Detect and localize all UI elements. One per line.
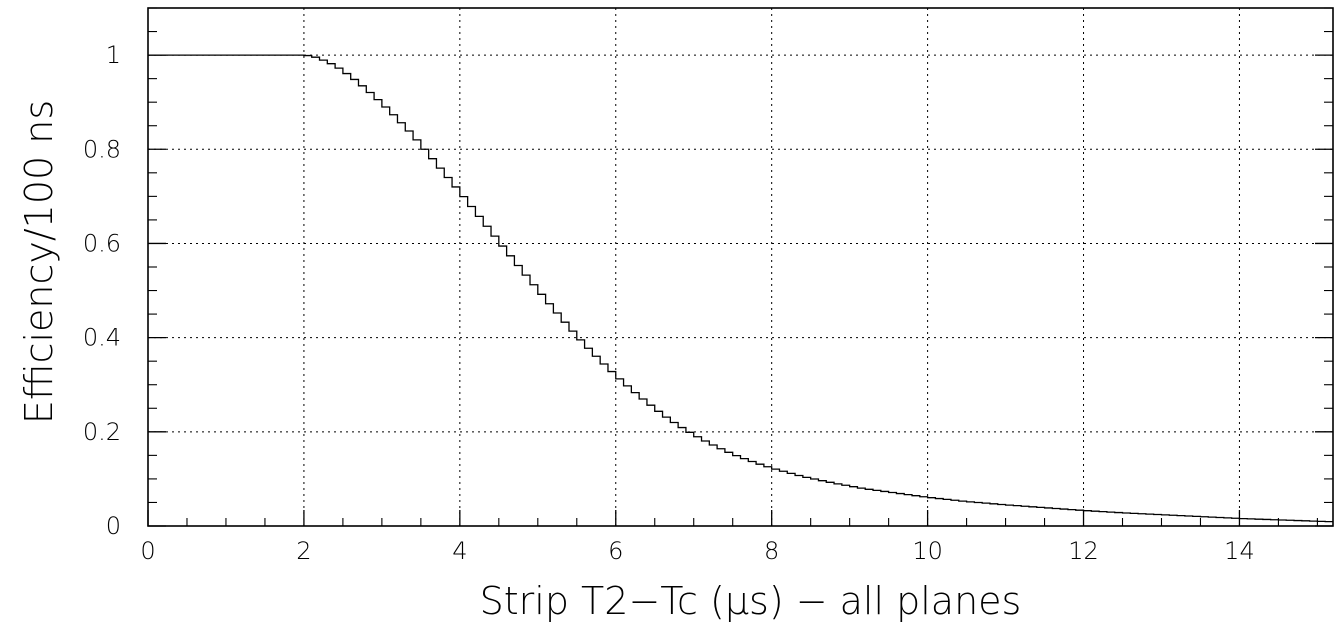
axis-ticks [147,7,1333,527]
x-tick-label: 12 [1068,537,1099,565]
x-tick-label: 10 [912,537,943,565]
y-tick-label: 0.8 [83,135,121,163]
y-tick-label: 0.6 [83,229,121,257]
y-tick-label: 0.2 [83,418,121,446]
plot-frame [147,7,1334,527]
y-axis-title: Efficiency/100 ns [17,100,61,424]
grid [148,8,1333,526]
series-0-step-line [148,54,1333,523]
x-tick-label: 14 [1224,537,1255,565]
x-tick-label: 6 [608,537,623,565]
tick-labels: 0 2 4 6 8 10 12 14 0 0.2 0.4 0.6 0.8 1 [83,41,1255,565]
x-tick-label: 8 [764,537,779,565]
y-tick-label: 1 [106,41,121,69]
x-axis-title: Strip T2−Tc (μs) − all planes [480,579,1022,623]
y-tick-label: 0 [106,512,121,540]
y-tick-label: 0.4 [83,324,121,352]
x-tick-label: 0 [140,537,155,565]
x-tick-label: 2 [296,537,311,565]
x-tick-label: 4 [452,537,467,565]
